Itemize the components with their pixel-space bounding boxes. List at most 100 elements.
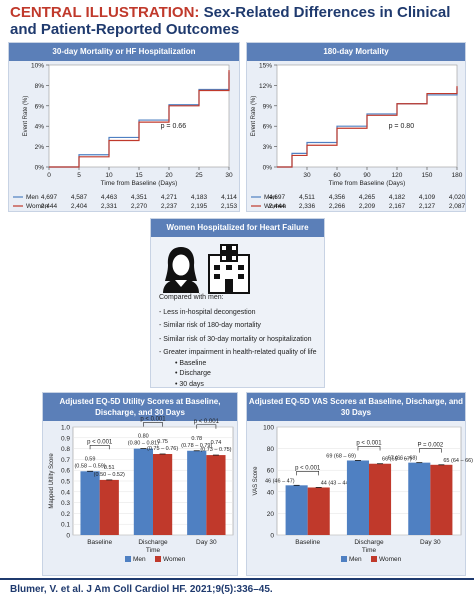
- hospital-icon: [208, 244, 250, 294]
- km-curve-men: [49, 72, 230, 168]
- risk-count: 2,266: [329, 203, 346, 210]
- woman-icon: [163, 247, 199, 293]
- footer-divider: [0, 578, 474, 580]
- x-tick-label: Discharge: [138, 539, 168, 546]
- legend-label: Women: [163, 556, 186, 563]
- x-tick-label: 30: [303, 172, 311, 179]
- risk-count: 2,237: [161, 203, 178, 210]
- p-value: p < 0.001: [194, 419, 220, 425]
- legend-swatch: [125, 556, 131, 562]
- legend-label: Men: [349, 556, 362, 563]
- x-tick-label: 90: [363, 172, 371, 179]
- x-tick-label: 0: [47, 172, 51, 179]
- bar-women: [307, 487, 330, 535]
- risk-count: 4,587: [71, 194, 88, 201]
- km-curve-women: [277, 86, 458, 168]
- x-tick-label: Discharge: [354, 539, 384, 546]
- bar-men: [80, 471, 100, 535]
- risk-count: 4,351: [131, 194, 148, 201]
- y-tick-label: 0.2: [61, 511, 70, 518]
- y-tick-label: 0.8: [61, 446, 70, 453]
- km-30day-title: 30-day Mortality or HF Hospitalization: [9, 43, 239, 61]
- p-bracket: [418, 448, 442, 453]
- x-axis-label: Time: [146, 547, 161, 554]
- legend-label: Women: [379, 556, 402, 563]
- x-tick-label: 180: [452, 172, 463, 179]
- p-bracket: [357, 446, 381, 451]
- risk-count: 4,356: [329, 194, 346, 201]
- y-tick-label: 9%: [263, 103, 273, 110]
- x-tick-label: Baseline: [295, 539, 320, 546]
- p-value: p = 0.80: [389, 123, 415, 130]
- vas-score-chart: 0 20 40 60 80 100 VAS Score 46 (46 – 47) 44 (43 …: [253, 425, 473, 564]
- x-tick-label: Baseline: [87, 539, 112, 546]
- x-tick-label: 120: [392, 172, 403, 179]
- bar-women: [153, 454, 173, 535]
- y-tick-label: 8%: [35, 83, 45, 90]
- risk-count: 4,109: [419, 194, 436, 201]
- bar-women: [369, 463, 392, 535]
- y-tick-label: 0: [270, 533, 274, 540]
- km-30day-chart: 0% 2% 4% 6% 8% 10% 0 5 10 15 20 25 30 Time from Basel…: [13, 63, 238, 210]
- risk-count: 2,331: [101, 203, 118, 210]
- bar-value-label: 67 (66 – 68): [388, 456, 418, 462]
- bar-value-label: 0.75: [157, 439, 168, 445]
- y-tick-label: 10%: [31, 63, 44, 70]
- risk-count: 2,444: [269, 203, 286, 210]
- x-tick-label: 25: [195, 172, 203, 179]
- summary-bullet: - Similar risk of 30-day mortality or ho…: [159, 335, 312, 343]
- risk-count: 2,087: [449, 203, 466, 210]
- bar-men: [408, 462, 431, 535]
- bar-value-label: 0.80: [138, 434, 149, 440]
- bar-value-label: 65 (64 – 66): [443, 458, 473, 464]
- title-rest: Sex-Related Differences in Clinical and …: [10, 4, 451, 38]
- risk-row-label: Women: [26, 203, 49, 210]
- bar-value-label: 66 (65 – 67): [382, 457, 412, 463]
- y-tick-label: 0.6: [61, 468, 70, 475]
- risk-row-label: Women: [264, 203, 287, 210]
- summary-sub-bullet: • Discharge: [175, 370, 211, 377]
- p-value: p < 0.001: [356, 440, 382, 446]
- legend-swatch: [341, 556, 347, 562]
- bar-women: [206, 455, 226, 535]
- bar-value-label: (0.80 – 0.81): [128, 441, 159, 447]
- bar-men: [133, 448, 153, 535]
- risk-count: 2,336: [299, 203, 316, 210]
- utility-score-title: Adjusted EQ-5D Utility Scores at Baselin…: [43, 393, 237, 421]
- y-tick-label: 0.3: [61, 500, 70, 507]
- y-axis-label: Mapped Utility Score: [49, 453, 55, 509]
- y-tick-label: 12%: [259, 83, 272, 90]
- x-tick-label: 60: [333, 172, 341, 179]
- bar-value-label: (0.78 – 0.79): [181, 443, 212, 449]
- km-180day-chart: 0% 3% 6% 9% 12% 15% 30 60 90 120 150 180 Time from B…: [251, 63, 466, 210]
- y-tick-label: 6%: [263, 124, 273, 131]
- p-value: P = 0.002: [417, 443, 443, 449]
- utility-score-chart: 0 0.1 0.2 0.3 0.4 0.5 0.6 0.7 0.8 0.9 1.0 Mapped Ut…: [49, 417, 234, 563]
- y-tick-label: 3%: [263, 144, 273, 151]
- risk-count: 4,114: [221, 194, 237, 201]
- y-axis-label: VAS Score: [253, 466, 259, 496]
- km-30day-panel: 30-day Mortality or HF Hospitalization 0…: [8, 42, 240, 212]
- x-tick-label: 10: [105, 172, 113, 179]
- risk-count: 2,153: [221, 203, 238, 210]
- km-curve-women: [49, 70, 230, 168]
- x-tick-label: 150: [422, 172, 433, 179]
- y-tick-label: 0.7: [61, 457, 70, 464]
- y-tick-label: 100: [263, 425, 274, 432]
- x-tick-label: 5: [77, 172, 81, 179]
- p-value: p < 0.001: [140, 417, 166, 423]
- x-tick-label: 30: [225, 172, 233, 179]
- y-tick-label: 15%: [259, 63, 272, 70]
- x-axis-label: Time from Baseline (Days): [329, 180, 406, 187]
- summary-heading: Women Hospitalized for Heart Failure: [151, 219, 324, 237]
- km-180day-title: 180-day Mortality: [247, 43, 465, 61]
- summary-bullet: - Greater impairment in health-related q…: [159, 349, 317, 356]
- y-tick-label: 6%: [35, 103, 45, 110]
- risk-count: 4,020: [449, 194, 466, 201]
- x-tick-label: Day 30: [420, 539, 441, 546]
- bar-value-label: (0.73 – 0.75): [200, 447, 231, 453]
- summary-bullet: - Less in-hospital decongestion: [159, 308, 256, 316]
- bar-men: [187, 450, 207, 535]
- risk-count: 2,444: [41, 203, 58, 210]
- bar-women: [430, 464, 453, 535]
